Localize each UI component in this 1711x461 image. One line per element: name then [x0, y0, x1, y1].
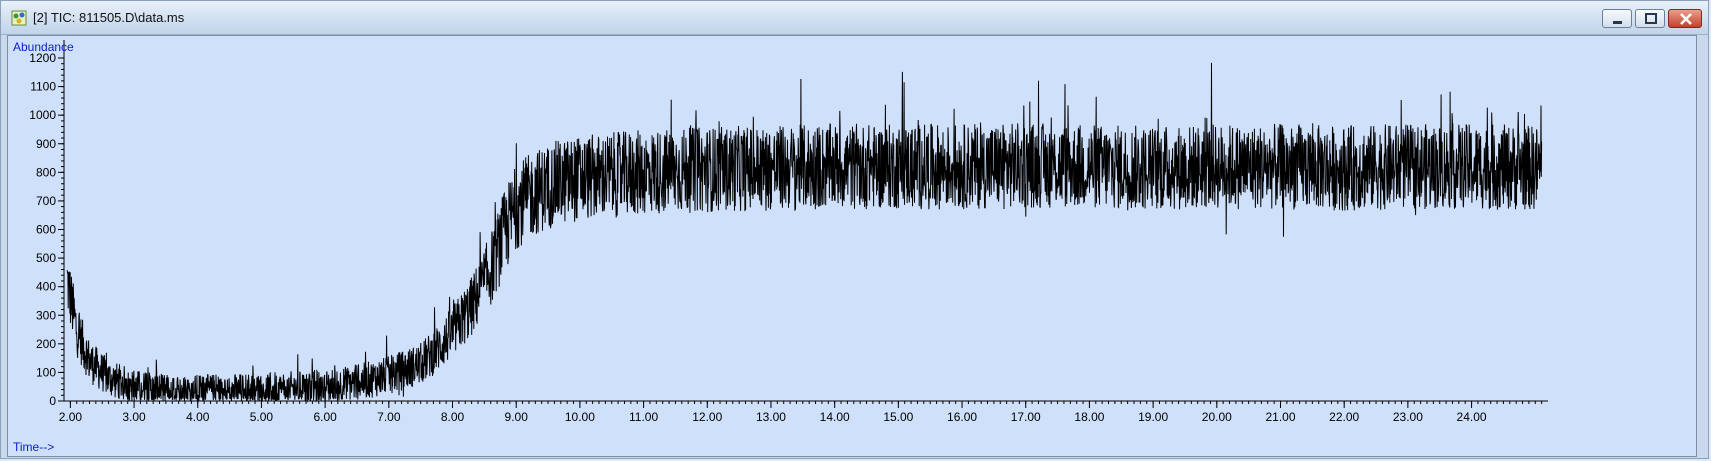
- x-tick-label: 12.00: [692, 410, 722, 424]
- window-title: [2] TIC: 811505.D\data.ms: [33, 10, 185, 25]
- y-axis-label: Abundance: [13, 40, 74, 54]
- close-button[interactable]: [1668, 9, 1702, 28]
- x-tick-label: 8.00: [441, 410, 465, 424]
- plot-area[interactable]: 0 100 200 300 400 500 600 700 800 900 1000 1100 1200…: [7, 35, 1697, 457]
- minimize-button[interactable]: [1602, 9, 1632, 28]
- maximize-icon: [1645, 13, 1657, 24]
- x-tick-label: 19.00: [1138, 410, 1168, 424]
- x-tick-label: 24.00: [1457, 410, 1487, 424]
- y-axis-ticks: 0 100 200 300 400 500 600 700 800 900 1000 1100 1200: [29, 51, 64, 408]
- y-tick-label: 1200: [29, 51, 56, 65]
- y-tick-label: 900: [36, 137, 56, 151]
- chart-series-tic-line: [66, 62, 1543, 403]
- x-tick-label: 17.00: [1011, 410, 1041, 424]
- y-tick-label: 1000: [29, 108, 56, 122]
- y-tick-label: 200: [36, 337, 56, 351]
- y-tick-label: 600: [36, 223, 56, 237]
- x-tick-label: 23.00: [1393, 410, 1423, 424]
- x-tick-label: 21.00: [1265, 410, 1295, 424]
- y-tick-label: 400: [36, 280, 56, 294]
- y-tick-label: 700: [36, 194, 56, 208]
- x-tick-label: 9.00: [505, 410, 529, 424]
- x-tick-label: 20.00: [1202, 410, 1232, 424]
- x-tick-label: 18.00: [1074, 410, 1104, 424]
- x-axis-ticks: 2.00 3.00 4.00 5.00 6.00 7.00 8.00 9.00 10.00 11.…: [59, 401, 1543, 424]
- x-tick-label: 3.00: [122, 410, 146, 424]
- y-tick-label: 1100: [30, 80, 56, 94]
- y-tick-label: 100: [36, 365, 56, 379]
- x-tick-label: 2.00: [59, 410, 83, 424]
- x-tick-label: 5.00: [250, 410, 274, 424]
- chart-axes: [63, 40, 1548, 402]
- x-tick-label: 4.00: [186, 410, 210, 424]
- x-tick-label: 22.00: [1329, 410, 1359, 424]
- title-bar[interactable]: [2] TIC: 811505.D\data.ms: [1, 1, 1708, 35]
- chromatogram-app-icon: [11, 10, 27, 26]
- x-tick-label: 13.00: [756, 410, 786, 424]
- y-tick-label: 500: [36, 251, 56, 265]
- x-tick-label: 16.00: [947, 410, 977, 424]
- x-tick-label: 11.00: [629, 410, 658, 424]
- x-tick-label: 6.00: [313, 410, 337, 424]
- minimize-icon: [1613, 21, 1622, 24]
- y-tick-label: 0: [49, 394, 56, 408]
- close-icon: [1680, 13, 1692, 25]
- x-tick-label: 7.00: [377, 410, 401, 424]
- maximize-button[interactable]: [1635, 9, 1665, 28]
- x-tick-label: 15.00: [883, 410, 913, 424]
- y-tick-label: 800: [36, 165, 56, 179]
- tic-chromatogram-chart[interactable]: 0 100 200 300 400 500 600 700 800 900 1000 1100 1200…: [8, 36, 1696, 456]
- x-axis-label: Time-->: [13, 440, 54, 454]
- y-tick-label: 300: [36, 308, 56, 322]
- x-tick-label: 14.00: [820, 410, 850, 424]
- x-tick-label: 10.00: [565, 410, 595, 424]
